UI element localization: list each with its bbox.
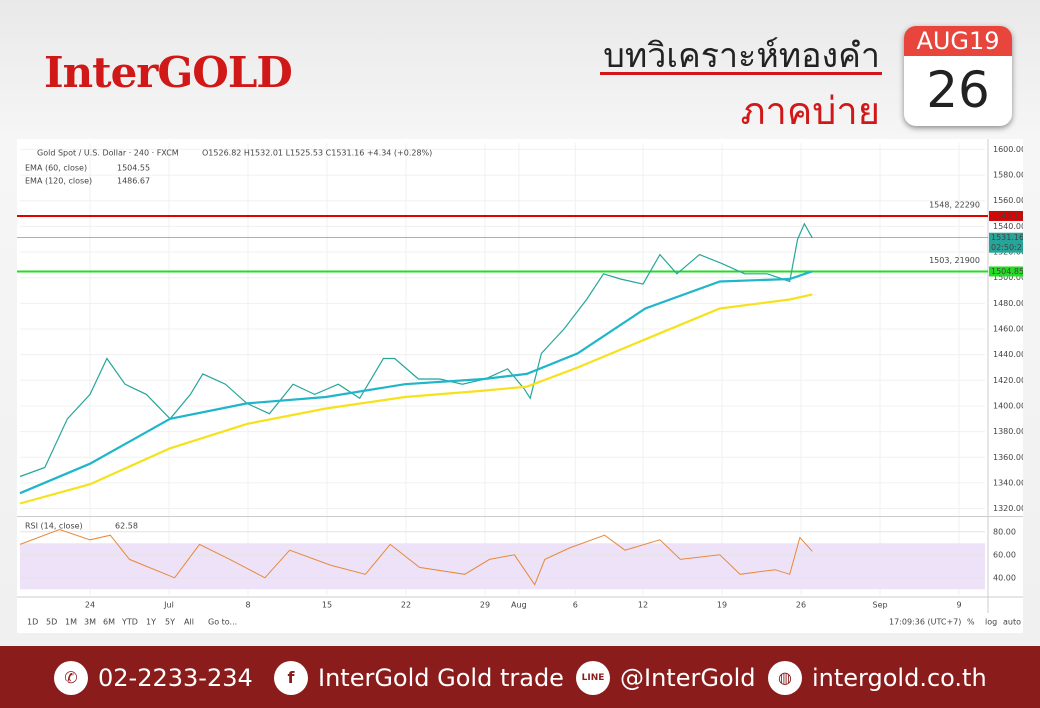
month: AUG19 (904, 26, 1012, 56)
x-tick-label: 22 (401, 601, 411, 610)
scale-button[interactable]: log (985, 618, 997, 627)
x-tick-label: Jul (163, 601, 174, 610)
clock: 17:09:36 (UTC+7) (889, 618, 961, 627)
scale-button[interactable]: auto (1003, 618, 1021, 627)
level-annotation: 1503, 21900 (929, 256, 980, 265)
x-tick-label: 12 (638, 601, 648, 610)
title-rule (600, 72, 882, 75)
subtitle: ภาคบ่าย (740, 89, 880, 133)
chart-title: Gold Spot / U.S. Dollar · 240 · FXCM (37, 149, 179, 158)
level-price-box (989, 210, 1023, 221)
y-tick-label: 1360.00 (993, 453, 1023, 462)
level-price: 1504.85 (991, 267, 1023, 276)
x-tick-label: Aug (511, 601, 527, 610)
brand: InterGOLD (44, 48, 293, 97)
y-tick-label: 1320.00 (993, 504, 1023, 513)
countdown: 02:50:23 (991, 243, 1023, 252)
footer: ✆ 02-2233-234 f InterGold Gold trade LINE @… (0, 646, 1040, 708)
rsi-tick-label: 40.00 (993, 573, 1016, 582)
calendar-badge: AUG19 26 (904, 26, 1012, 126)
range-button[interactable]: 5Y (165, 618, 175, 627)
x-tick-label: 24 (85, 601, 95, 610)
range-button[interactable]: 1Y (146, 618, 156, 627)
y-tick-label: 1500.00 (993, 273, 1023, 282)
title: บทวิเคราะห์ทองคำ (603, 36, 880, 76)
series-line (19, 270, 813, 495)
y-tick-label: 1600.00 (993, 145, 1023, 154)
y-tick-label: 1400.00 (993, 401, 1023, 410)
y-tick-label: 1460.00 (993, 325, 1023, 334)
y-tick-label: 1440.00 (993, 350, 1023, 359)
line: LINE @InterGold (576, 661, 756, 695)
x-tick-label: 8 (245, 601, 250, 610)
x-tick-label: 19 (717, 601, 727, 610)
legend-name: EMA (60, close) (25, 164, 87, 173)
x-tick-label: 29 (480, 601, 490, 610)
x-tick-label: 26 (796, 601, 806, 610)
range-button[interactable]: 6M (103, 618, 115, 627)
y-tick-label: 1340.00 (993, 478, 1023, 487)
y-tick-label: 1420.00 (993, 376, 1023, 385)
current-price-box (989, 232, 1023, 253)
current-price: 1531.16 (991, 233, 1023, 242)
range-button[interactable]: All (184, 618, 194, 627)
quote: O1526.82 H1532.01 L1525.53 C1531.16 +4.3… (202, 149, 432, 158)
web: ◍ intergold.co.th (768, 661, 987, 695)
y-tick-label: 1540.00 (993, 222, 1023, 231)
legend-value: 1486.67 (117, 177, 150, 186)
x-tick-label: 15 (322, 601, 332, 610)
web-text: intergold.co.th (812, 664, 987, 692)
phone-icon: ✆ (54, 661, 88, 695)
legend-value: 1504.55 (117, 164, 150, 173)
rsi-line (19, 528, 813, 586)
level-price: 1548.12 (991, 211, 1023, 220)
legend-name: EMA (120, close) (25, 177, 92, 186)
facebook: f InterGold Gold trade (274, 661, 564, 695)
facebook-text: InterGold Gold trade (318, 664, 564, 692)
range-button[interactable]: 1D (27, 618, 38, 627)
level-price-box (989, 266, 1023, 277)
range-button[interactable]: 1M (65, 618, 77, 627)
line-text: @InterGold (620, 664, 756, 692)
line-icon: LINE (576, 661, 610, 695)
scale-button[interactable]: % (967, 618, 975, 627)
x-tick-label: 9 (956, 601, 961, 610)
chart: 1320.00 1340.00 1360.00 1380.00 1400.00 1420.… (17, 139, 1023, 633)
y-tick-label: 1560.00 (993, 196, 1023, 205)
range-button[interactable]: YTD (121, 618, 138, 627)
rsi-legend-name: RSI (14, close) (25, 522, 83, 531)
phone: ✆ 02-2233-234 (54, 661, 253, 695)
rsi-legend-value: 62.58 (115, 522, 138, 531)
range-button[interactable]: 5D (46, 618, 57, 627)
facebook-icon: f (274, 661, 308, 695)
rsi-tick-label: 80.00 (993, 527, 1016, 536)
phone-text: 02-2233-234 (98, 664, 253, 692)
y-tick-label: 1580.00 (993, 171, 1023, 180)
range-button[interactable]: 3M (84, 618, 96, 627)
range-button[interactable]: Go to... (208, 618, 237, 627)
day: 26 (926, 61, 990, 119)
x-tick-label: Sep (872, 601, 887, 610)
rsi-band (20, 543, 985, 590)
web-icon: ◍ (768, 661, 802, 695)
y-tick-label: 1380.00 (993, 427, 1023, 436)
series-line (19, 293, 813, 505)
rsi-tick-label: 60.00 (993, 550, 1016, 559)
y-tick-label: 1480.00 (993, 299, 1023, 308)
x-tick-label: 6 (573, 601, 578, 610)
level-annotation: 1548, 22290 (929, 200, 980, 209)
